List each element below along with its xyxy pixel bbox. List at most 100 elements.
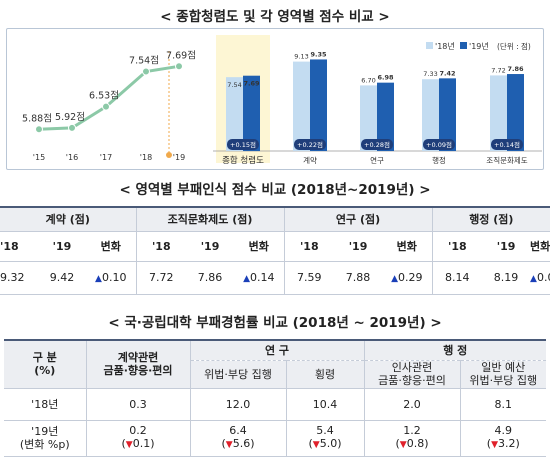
category-label: 조직문화제도 — [486, 155, 527, 165]
trend-point-label: 7.69점 — [166, 49, 196, 61]
change-badge — [423, 139, 455, 150]
cell-2018-contract: 0.3 — [85, 388, 190, 421]
header-research-embezzle: 횡령 — [285, 360, 365, 389]
down-arrow-icon: ▼ — [399, 440, 407, 450]
admin-19: 8.19 — [482, 261, 531, 295]
up-arrow-icon: ▲ — [530, 274, 537, 284]
x-tick-label: '16 — [66, 153, 78, 162]
up-arrow-icon: ▲ — [391, 274, 398, 284]
header-contract: 계약관련 금품·향응·편의 — [85, 339, 190, 389]
subheader-19: '19 — [186, 231, 235, 262]
up-arrow-icon: ▲ — [243, 274, 250, 284]
group-header-contract: 계약 (점) — [0, 206, 137, 232]
subheader-18: '18 — [283, 231, 335, 262]
subheader-18: '18 — [0, 231, 38, 262]
divider-marker — [166, 152, 172, 158]
subheader-19: '19 — [482, 231, 531, 262]
culture-19: 7.86 — [186, 261, 235, 295]
x-tick-label: '18 — [140, 153, 152, 162]
bar-18 — [293, 61, 310, 152]
legend-label-19: '19년 — [469, 41, 489, 51]
contract-change: ▲0.10 — [86, 261, 137, 295]
section-title-overall: < 종합청렴도 및 각 영역별 점수 비교 > — [160, 9, 390, 25]
cell-2019-contract: 0.2 (▼0.1) — [85, 420, 190, 457]
legend-swatch-19 — [460, 42, 467, 49]
subheader-18: '18 — [135, 231, 187, 262]
legend-swatch-18 — [426, 42, 433, 49]
subheader-19: '19 — [334, 231, 383, 262]
bar-value-label: 7.72 — [491, 66, 505, 74]
header-admin: 행 정 — [363, 339, 547, 361]
trend-point — [175, 62, 183, 71]
x-tick-label: '19 — [173, 153, 185, 162]
x-tick-label: '15 — [33, 153, 45, 162]
down-arrow-icon: ▼ — [491, 440, 498, 450]
cell-2019-admin-budget: 4.9 (▼3.2) — [459, 420, 547, 457]
bar-18 — [226, 77, 243, 151]
row-label-2019: '19년 (변화 %p) — [4, 420, 86, 457]
cell-2019-admin-personnel: 1.2 (▼0.8) — [363, 420, 461, 457]
change-badge — [491, 139, 523, 150]
admin-change: ▲0.05 — [530, 261, 550, 295]
trend-point — [102, 102, 110, 111]
cell-2019-research-unjust: 6.4 (▼5.6) — [189, 420, 286, 457]
research-19: 7.88 — [334, 261, 383, 295]
trend-point-label: 6.53점 — [89, 90, 119, 102]
research-change: ▲0.29 — [382, 261, 433, 295]
subheader-change: 변화 — [382, 231, 433, 262]
bar-value-label: 6.98 — [377, 74, 394, 82]
chart-panel: 5.88점 '15 5.92점 '16 6.53점 '17 7.54점 '18 7.69점 '19… — [6, 28, 544, 170]
trend-point-label: 7.54점 — [129, 55, 159, 67]
category-label: 종합 청렴도 — [222, 156, 264, 166]
down-arrow-icon: ▼ — [125, 440, 133, 450]
bar-value-label: 7.42 — [439, 69, 455, 77]
bar-value-label: 9.13 — [294, 53, 308, 61]
culture-change: ▲0.14 — [234, 261, 285, 295]
bar-value-label: 6.70 — [361, 76, 375, 84]
bar-18 — [422, 79, 439, 151]
group-header-culture: 조직문화제도 (점) — [135, 206, 285, 232]
x-tick-label: '17 — [100, 153, 112, 162]
group-header-admin: 행정 (점) — [431, 206, 550, 232]
admin-18: 8.14 — [431, 261, 483, 295]
group-header-research: 연구 (점) — [283, 206, 433, 232]
trend-point-label: 5.92점 — [55, 111, 85, 123]
cell-2018-research-unjust: 12.0 — [189, 388, 286, 421]
trend-point-label: 5.88점 — [22, 112, 52, 124]
change-badge-label: +0.15점 — [230, 141, 256, 149]
down-arrow-icon: ▼ — [312, 440, 320, 450]
subheader-change: 변화 — [234, 231, 285, 262]
bar-value-label: 7.33 — [423, 70, 437, 78]
header-admin-personnel: 인사관련 금품·향응·편의 — [363, 360, 461, 389]
subheader-change: 변화 — [530, 231, 550, 262]
trend-point — [142, 67, 150, 76]
change-badge — [227, 139, 259, 150]
cell-2018-admin-budget: 8.1 — [459, 388, 547, 421]
bar-value-label: 7.86 — [507, 65, 524, 73]
up-arrow-icon: ▲ — [95, 274, 102, 284]
row-label-2018: '18년 — [4, 388, 86, 421]
subheader-change: 변화 — [86, 231, 137, 262]
trend-point — [35, 125, 43, 134]
section-title-perception: < 영역별 부패인식 점수 비교 (2018년~2019년) > — [119, 182, 431, 198]
category-label: 행정 — [432, 155, 446, 165]
bar-value-label: 9.35 — [310, 50, 327, 58]
bar-19 — [439, 78, 456, 151]
bar-19 — [310, 59, 327, 151]
subheader-18: '18 — [431, 231, 483, 262]
culture-18: 7.72 — [135, 261, 187, 295]
perception-table: 계약 (점) 조직문화제도 (점) 연구 (점) 행정 (점) '18 '19 … — [0, 206, 550, 295]
header-research: 연 구 — [189, 339, 365, 361]
bar-19 — [507, 74, 524, 151]
bar-value-label: 7.69 — [243, 80, 260, 88]
trend-line-chart: 5.88점 '15 5.92점 '16 6.53점 '17 7.54점 '18 7.69점 '19 — [22, 49, 196, 162]
category-label: 연구 — [370, 156, 384, 165]
header-admin-budget: 일반 예산 위법·부당 집행 — [459, 360, 547, 389]
header-category: 구 분 (%) — [4, 339, 86, 389]
header-research-unjust: 위법·부당 집행 — [189, 360, 286, 389]
bar-value-label: 7.54 — [227, 81, 241, 89]
category-label: 계약 — [303, 155, 317, 165]
change-badge — [361, 139, 393, 150]
contract-18: 9.32 — [0, 261, 38, 295]
